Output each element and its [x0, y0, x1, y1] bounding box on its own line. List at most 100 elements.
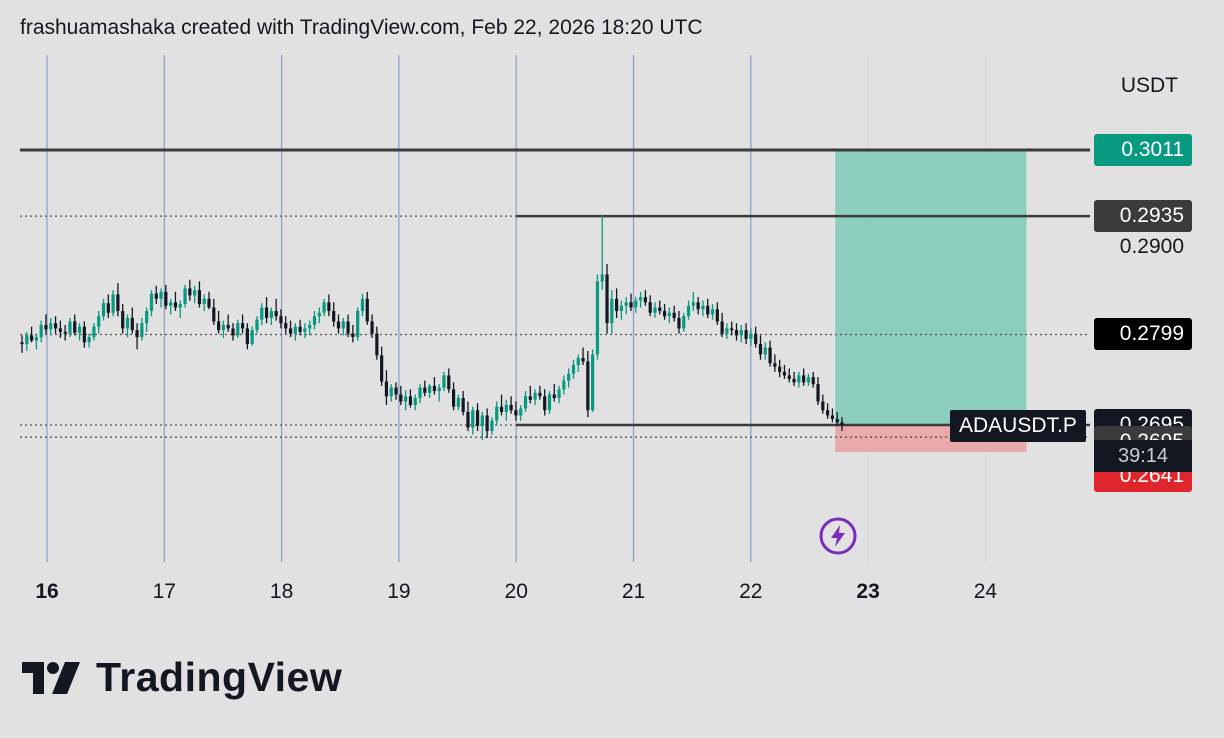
x-tick-label: 24	[974, 580, 998, 603]
candle	[173, 291, 178, 311]
candle	[116, 283, 120, 317]
x-tick-label: 16	[35, 580, 58, 603]
candle-body	[629, 302, 633, 308]
candle	[437, 384, 441, 402]
x-tick-label: 21	[622, 580, 645, 603]
candle	[68, 317, 72, 338]
candle-body	[145, 310, 149, 324]
candle-body	[821, 401, 825, 411]
candle-body	[140, 323, 144, 338]
candle-body	[787, 375, 791, 379]
candle	[562, 375, 566, 395]
candle	[787, 368, 791, 383]
candle-body	[778, 366, 782, 372]
candle	[159, 288, 163, 308]
candle-body	[370, 321, 374, 334]
candle	[231, 323, 235, 341]
candle	[490, 417, 494, 435]
candle-body	[360, 298, 365, 311]
candle	[92, 323, 96, 341]
x-tick-label: 22	[739, 580, 762, 603]
candle-body	[173, 302, 178, 308]
candle	[279, 309, 283, 329]
candle	[571, 359, 576, 379]
candle	[106, 294, 110, 318]
price-chart[interactable]: 16 17 18 19 20 21 22 23 24	[0, 0, 1224, 620]
candle-body	[437, 387, 441, 392]
candle-body	[269, 310, 273, 318]
candle-body	[25, 335, 29, 345]
candle-body	[758, 344, 763, 355]
candle-body	[298, 326, 302, 332]
candle	[336, 314, 341, 334]
candle	[53, 316, 58, 334]
candle-body	[571, 364, 576, 374]
candle	[58, 320, 62, 338]
candle	[34, 333, 38, 350]
symbol-tag: ADAUSDT.P	[950, 410, 1086, 442]
candle-body	[202, 298, 206, 305]
candle-body	[39, 324, 43, 338]
candle	[662, 304, 667, 320]
candlesticks	[20, 215, 844, 440]
candle-body	[20, 342, 24, 345]
candle-body	[576, 357, 580, 365]
candle-body	[97, 316, 101, 327]
candle-body	[111, 294, 115, 313]
candle-body	[562, 380, 566, 390]
candle	[111, 290, 115, 317]
candle-body	[87, 337, 91, 343]
candle	[643, 290, 647, 306]
candle	[696, 297, 700, 315]
candle-body	[581, 357, 585, 362]
candle	[351, 324, 355, 343]
tradingview-logo: TradingView	[22, 654, 342, 701]
candle-body	[710, 309, 715, 315]
candle-body	[806, 377, 811, 383]
candle	[475, 403, 480, 432]
candle-body	[653, 307, 657, 313]
candle	[811, 371, 815, 388]
candle	[130, 307, 134, 334]
candle	[346, 314, 350, 338]
candle	[638, 291, 643, 308]
candle	[236, 319, 240, 338]
candle	[322, 298, 326, 317]
candle	[591, 349, 595, 412]
candle	[39, 320, 43, 343]
candle	[370, 314, 374, 338]
candle	[140, 317, 144, 341]
candle	[533, 389, 537, 405]
candle	[63, 324, 67, 341]
candle-body	[169, 302, 173, 306]
candle-body	[154, 293, 158, 299]
position-zones	[835, 150, 1027, 452]
candle	[619, 300, 624, 320]
candle-body	[504, 404, 508, 412]
candle	[154, 285, 158, 305]
candle	[509, 396, 513, 414]
candle	[826, 403, 830, 419]
candle-body	[461, 398, 465, 412]
candle-body	[485, 415, 489, 432]
candle	[739, 324, 743, 343]
candle-body	[696, 302, 700, 310]
candle-body	[226, 324, 230, 329]
candle-body	[600, 274, 604, 282]
target-zone	[835, 150, 1027, 425]
candle	[523, 391, 528, 412]
candle-body	[399, 394, 403, 402]
candle-body	[466, 411, 470, 428]
candle	[806, 373, 811, 386]
candle-body	[245, 328, 249, 345]
candle	[768, 340, 772, 367]
candle	[538, 385, 542, 400]
candle-body	[183, 288, 187, 305]
candle-body	[471, 410, 475, 428]
candle	[394, 382, 398, 400]
candle-body	[638, 297, 643, 301]
lightning-icon[interactable]	[819, 517, 857, 555]
candle-body	[279, 316, 283, 324]
candle-body	[432, 385, 436, 392]
candle-body	[284, 323, 288, 329]
